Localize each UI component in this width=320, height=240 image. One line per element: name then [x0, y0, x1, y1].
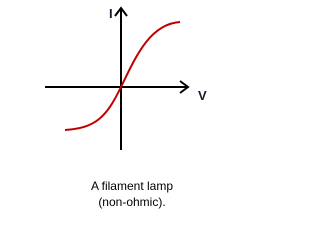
- iv-curve: [64, 21, 181, 131]
- y-axis-label: I: [109, 6, 113, 21]
- caption-line: A filament lamp: [91, 179, 173, 193]
- x-axis-arrow: [179, 80, 190, 94]
- caption-line: (non-ohmic).: [98, 195, 165, 209]
- x-axis-label: V: [198, 88, 207, 103]
- y-axis-arrow: [114, 6, 128, 17]
- page: I V A filament lamp (non-ohmic). (() => …: [45, 6, 207, 209]
- diagram: I V A filament lamp (non-ohmic).: [45, 6, 207, 209]
